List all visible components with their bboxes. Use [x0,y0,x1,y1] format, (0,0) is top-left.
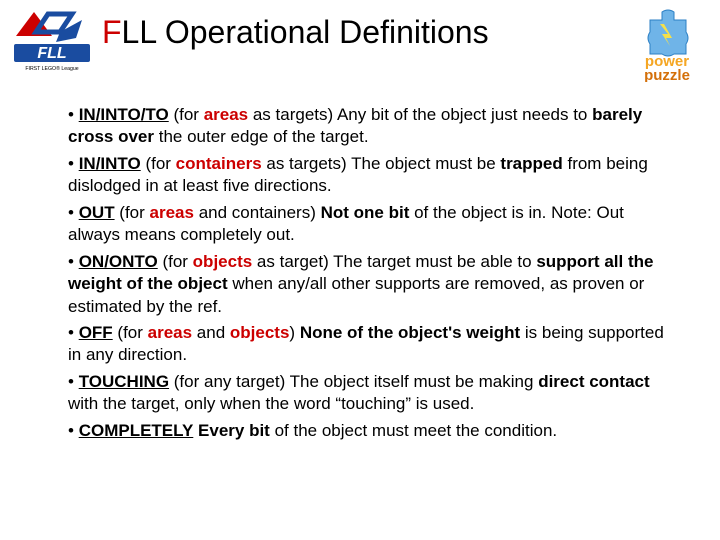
def-in-into-to: • IN/INTO/TO (for areas as targets) Any … [68,104,672,149]
def-on-onto: • ON/ONTO (for objects as target) The ta… [68,251,672,318]
fll-logo-subtext: FIRST LEGO® League [25,65,78,72]
pp-line2: puzzle [644,67,690,82]
term: OUT [79,203,115,222]
header: FLL FIRST LEGO® League FLL Operational D… [0,0,720,86]
title-f: F [102,14,122,50]
def-out: • OUT (for areas and containers) Not one… [68,202,672,247]
term: ON/ONTO [79,252,158,271]
power-puzzle-logo: power puzzle [626,8,708,82]
term: IN/INTO [79,154,141,173]
term: OFF [79,323,113,342]
def-touching: • TOUCHING (for any target) The object i… [68,371,672,416]
fll-logo-text: FLL [37,45,66,62]
term: IN/INTO/TO [79,105,169,124]
fll-logo: FLL FIRST LEGO® League [12,8,92,76]
def-completely: • COMPLETELY Every bit of the object mus… [68,420,672,442]
def-in-into: • IN/INTO (for containers as targets) Th… [68,153,672,198]
definitions-list: • IN/INTO/TO (for areas as targets) Any … [0,86,720,442]
term: COMPLETELY [79,421,194,440]
title-rest: LL Operational Definitions [122,14,489,50]
term: TOUCHING [79,372,169,391]
page-title: FLL Operational Definitions [102,8,618,51]
def-off: • OFF (for areas and objects) None of th… [68,322,672,367]
